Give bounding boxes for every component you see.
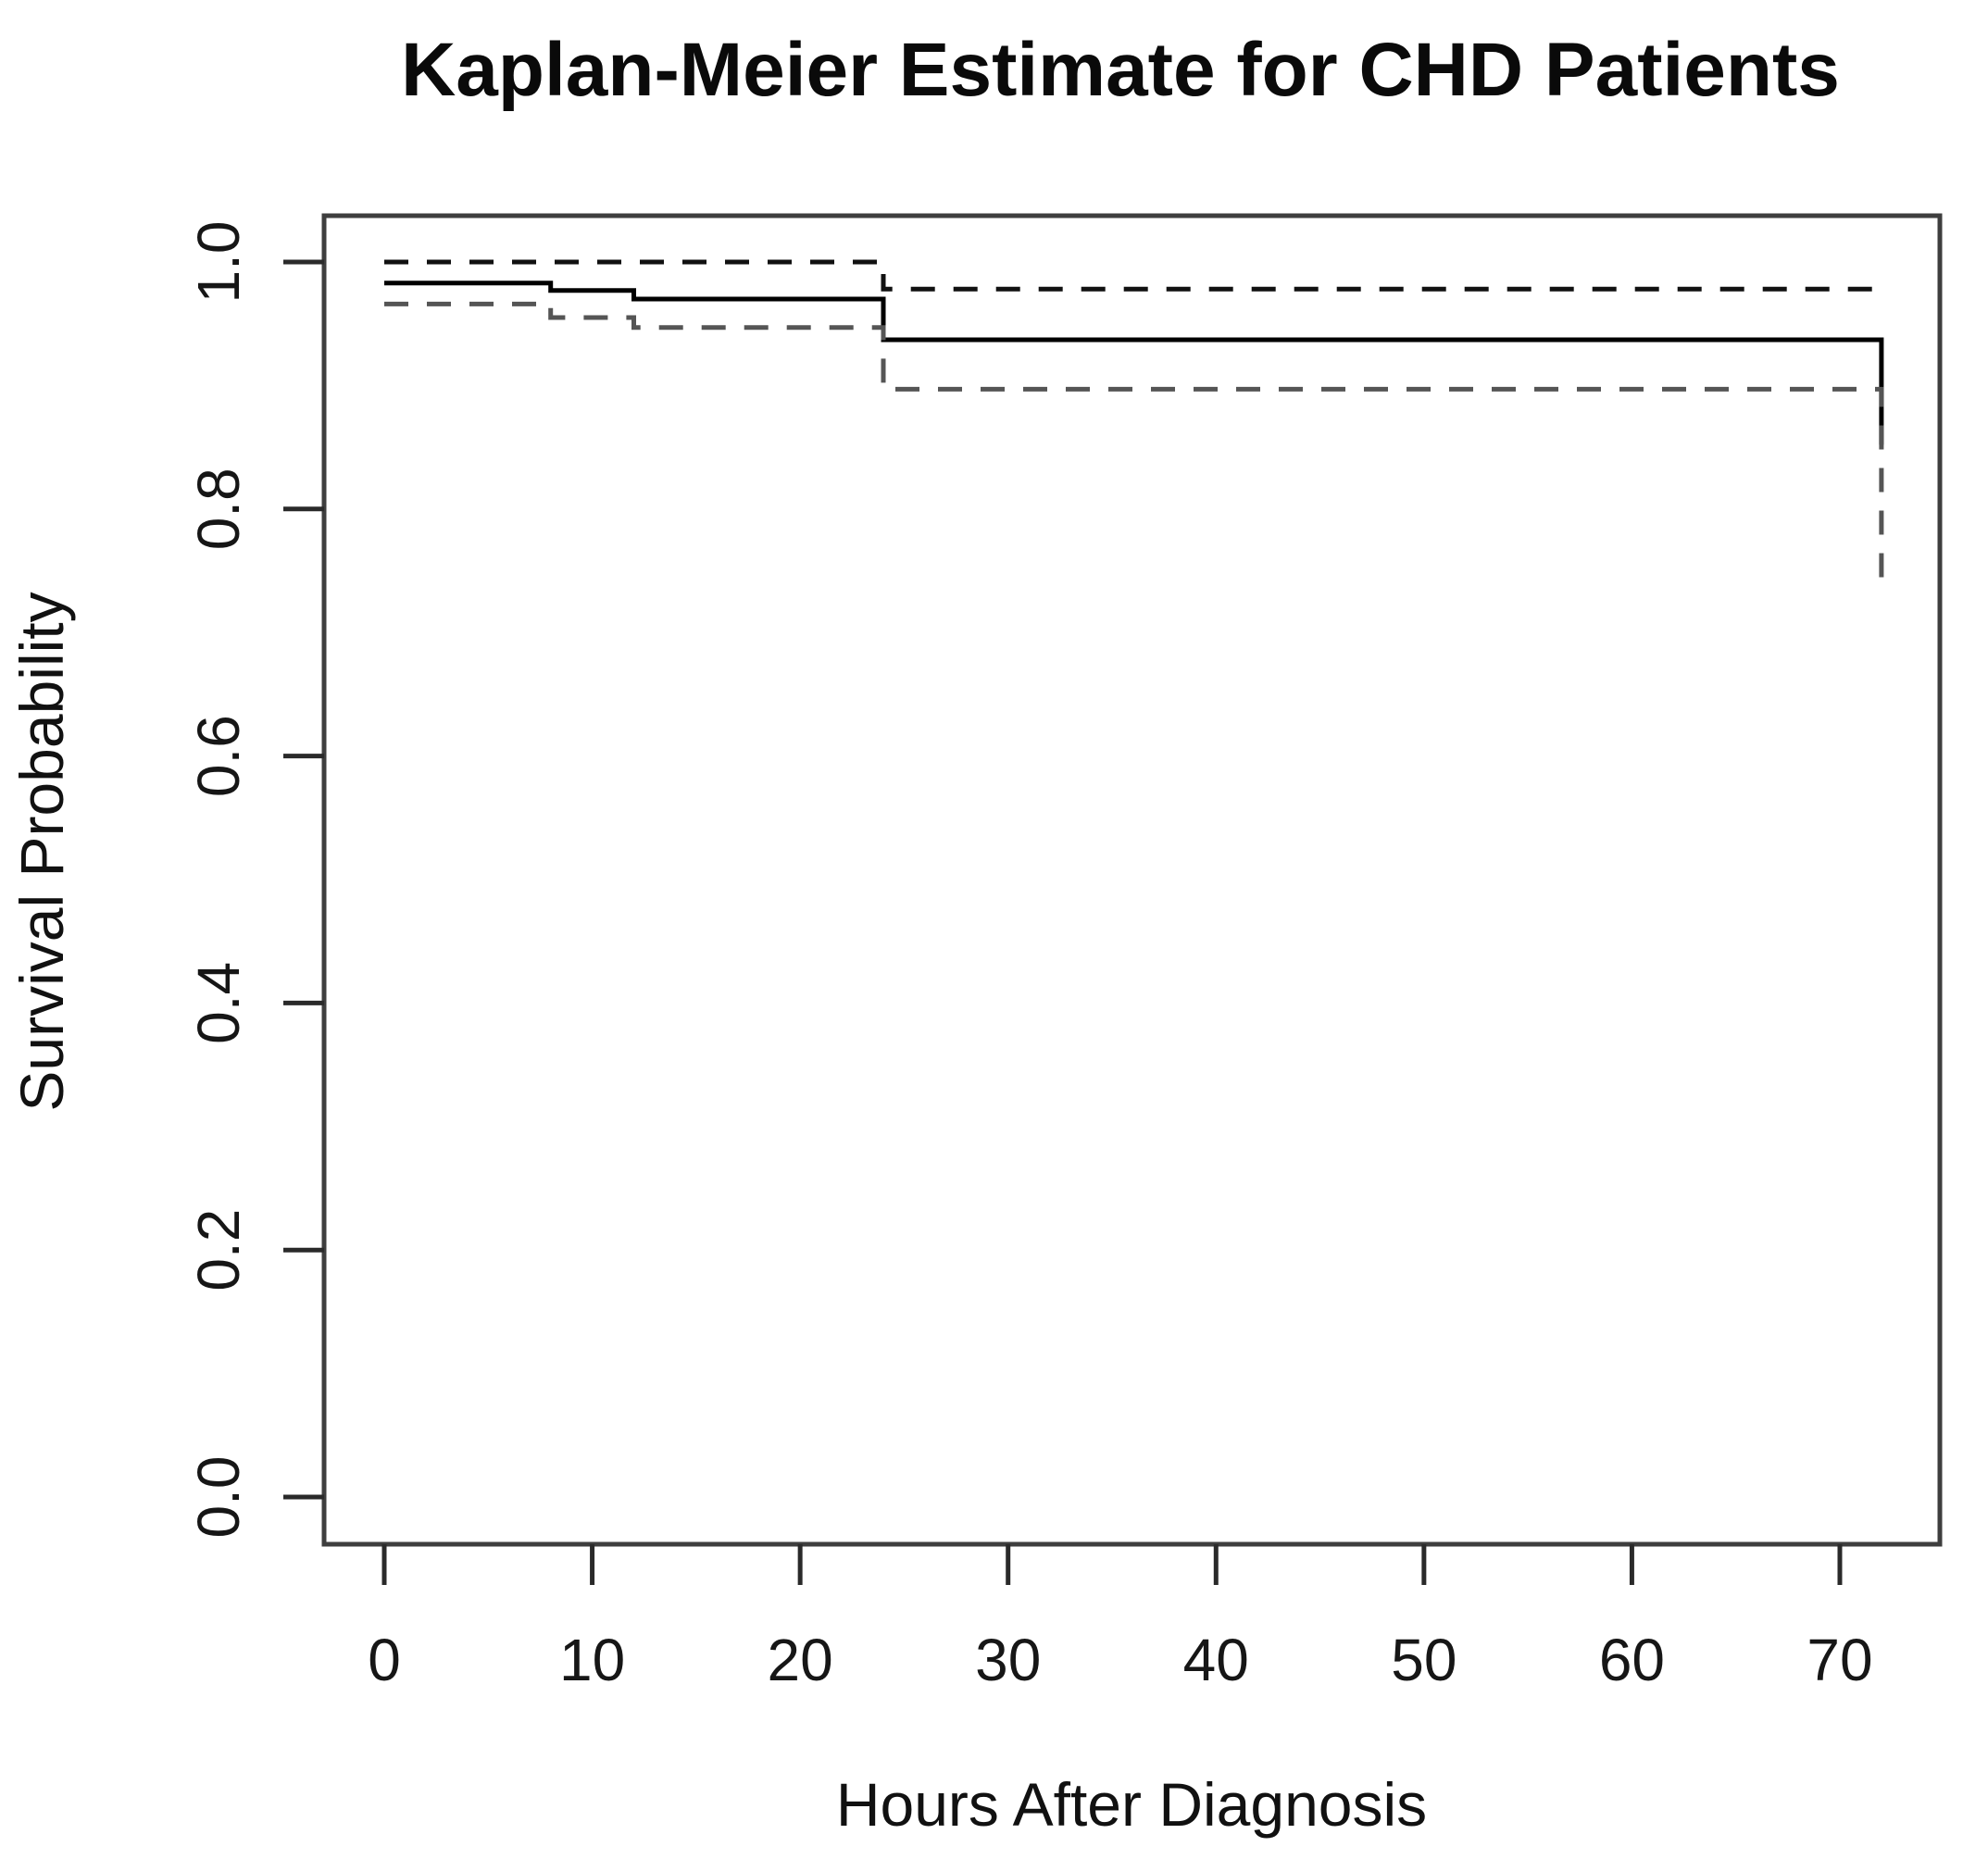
km-estimate-curve <box>384 281 1884 445</box>
plot-box <box>321 213 1943 1547</box>
y-axis: 0.0 0.2 0.4 0.6 0.8 1.0 <box>185 221 324 1539</box>
x-tick-label: 0 <box>368 1627 401 1693</box>
y-tick-label: 0.2 <box>185 1209 252 1291</box>
x-tick-label: 10 <box>559 1627 625 1693</box>
y-tick-label: 0.6 <box>185 715 252 797</box>
y-tick-label: 0.8 <box>185 468 252 550</box>
y-tick-label: 0.0 <box>185 1456 252 1539</box>
x-tick-label: 60 <box>1599 1627 1665 1693</box>
ci-lower-curve <box>384 301 1884 579</box>
x-axis: 0 10 20 30 40 50 60 70 <box>368 1544 1873 1693</box>
x-tick-label: 70 <box>1807 1627 1872 1693</box>
x-tick-label: 50 <box>1391 1627 1457 1693</box>
chart-title: Kaplan-Meier Estimate for CHD Patients <box>401 28 1840 112</box>
y-axis-title: Survival Probability <box>7 592 76 1111</box>
x-tick-label: 30 <box>975 1627 1041 1693</box>
y-tick-label: 0.4 <box>185 962 252 1044</box>
survival-curves <box>384 259 1884 579</box>
x-tick-label: 20 <box>768 1627 833 1693</box>
x-axis-title: Hours After Diagnosis <box>836 1770 1427 1839</box>
ci-upper-curve <box>384 259 1882 292</box>
y-tick-label: 1.0 <box>185 221 252 304</box>
x-tick-label: 40 <box>1183 1627 1249 1693</box>
